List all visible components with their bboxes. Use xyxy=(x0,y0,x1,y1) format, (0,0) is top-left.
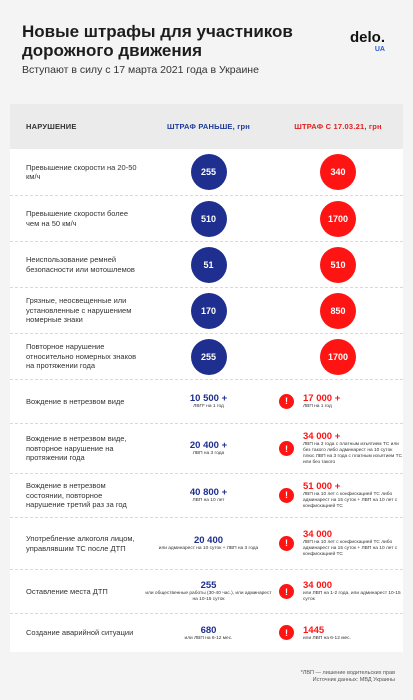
violation-label: Создание аварийной ситуации xyxy=(26,628,134,638)
fine-after-amount: 17 000 + xyxy=(303,393,341,405)
fine-after-note: ЛВП на 10 лет с конфискацией ТС либо адм… xyxy=(303,492,398,509)
fine-before-note: ЛВП на 3 года xyxy=(192,451,225,457)
fine-after-amount: 1445 xyxy=(303,624,325,636)
fine-after-note: или ЛВП на 6-12 мес. xyxy=(303,635,351,641)
table-header: НАРУШЕНИЕ ШТРАФ РАНЬШЕ, грн ШТРАФ С 17.0… xyxy=(10,104,403,149)
table-row: Вождение в нетрезвом виде, повторное нар… xyxy=(10,423,403,473)
fine-before-amount: 20 400 + xyxy=(189,440,228,452)
violation-label: Вождение в нетрезвом виде, повторное нар… xyxy=(26,434,127,463)
violation-label: Вождение в нетрезвом состоянии, повторно… xyxy=(26,481,127,510)
violation-label: Превышение скорости более чем на 50 км/ч xyxy=(26,209,128,228)
violation-label: Неиспользование ремней безопасности или … xyxy=(26,255,135,274)
table-row: Неиспользование ремней безопасности или … xyxy=(10,241,403,287)
logo-suffix: UA xyxy=(374,46,385,53)
table-row: Оставление места ДТП 255 или общественны… xyxy=(10,569,403,613)
warning-icon: ! xyxy=(279,393,294,409)
violation-label: Вождение в нетрезвом виде xyxy=(26,396,125,406)
fines-table: НАРУШЕНИЕ ШТРАФ РАНЬШЕ, грн ШТРАФ С 17.0… xyxy=(10,104,403,652)
header: Новые штрафы для участников дорожного дв… xyxy=(0,0,413,95)
table-body: Превышение скорости на 20-50 км/ч 255 34… xyxy=(10,149,403,652)
column-header-after: ШТРАФ С 17.03.21, грн xyxy=(294,122,382,131)
footnote-source: Источник данных: МВД Украины xyxy=(312,677,395,683)
warning-icon: ! xyxy=(279,441,294,456)
warning-icon: ! xyxy=(279,535,294,551)
footnote-abbreviation: *ЛВП — лишение водительских прав xyxy=(300,670,395,676)
fine-before-badge: 255 xyxy=(190,154,227,190)
page-title: Новые штрафы для участников дорожного дв… xyxy=(22,22,293,60)
table-row: Вождение в нетрезвом виде 10 500 + ЛВП* … xyxy=(10,379,403,423)
fine-after-amount: 34 000 + xyxy=(303,431,341,443)
table-row: Повторное нарушение относительно номерны… xyxy=(10,333,403,379)
page-subtitle: Вступают в силу с 17 марта 2021 года в У… xyxy=(22,64,259,76)
fine-before-badge: 170 xyxy=(190,292,227,329)
fine-after-note: ЛВП на 3 года с платным изъятием ТС или … xyxy=(303,442,403,465)
table-row: Превышение скорости более чем на 50 км/ч… xyxy=(10,195,403,241)
fine-after-badge: 1700 xyxy=(320,200,356,237)
warning-icon: ! xyxy=(279,584,294,599)
fine-after-note: или ЛВП на 1-2 года, или админарест 10-1… xyxy=(303,591,401,602)
fine-before-amount: 680 xyxy=(200,624,217,636)
fine-before-amount: 40 800 + xyxy=(189,487,228,499)
fine-before-note: ЛВП* на 1 год xyxy=(193,404,224,410)
fine-after-amount: 34 000 xyxy=(303,580,333,592)
violation-label: Оставление места ДТП xyxy=(26,586,108,596)
column-header-violation: НАРУШЕНИЕ xyxy=(26,122,77,131)
fine-before-badge: 51 xyxy=(190,246,227,283)
fine-before-badge: 510 xyxy=(190,200,227,237)
fine-after-badge: 510 xyxy=(320,246,356,283)
table-row: Вождение в нетрезвом состоянии, повторно… xyxy=(10,473,403,517)
table-row: Создание аварийной ситуации 680 или ЛВП … xyxy=(10,613,403,652)
violation-label: Повторное нарушение относительно номерны… xyxy=(26,342,137,371)
warning-icon: ! xyxy=(279,625,294,641)
fine-after-note: ЛВП на 10 лет с конфискацией ТС либо адм… xyxy=(303,540,398,557)
fine-before-note: или админарест на 10 суток + ЛВП на 3 го… xyxy=(158,546,259,552)
fine-after-note: ЛВП на 1 год xyxy=(303,404,332,410)
fine-after-amount: 34 000 xyxy=(303,529,333,541)
footer-notes: *ЛВП — лишение водительских прав Источни… xyxy=(301,670,395,684)
fine-after-amount: 51 000 + xyxy=(303,481,341,493)
fine-after-badge: 1700 xyxy=(320,338,356,375)
warning-icon: ! xyxy=(279,487,294,503)
fine-before-amount: 255 xyxy=(200,580,217,592)
table-row: Употребление алкоголя лицом, управлявшим… xyxy=(10,517,403,569)
brand-logo[interactable]: delo. UA xyxy=(350,30,385,53)
logo-text: delo. xyxy=(349,29,385,46)
fine-before-note: ЛВП на 10 лет xyxy=(192,498,225,504)
column-header-before: ШТРАФ РАНЬШЕ, грн xyxy=(166,122,251,131)
fine-after-badge: 340 xyxy=(320,154,356,190)
fine-before-note: или ЛВП на 6-12 мес. xyxy=(184,635,233,641)
fine-before-note: или общественные работы (30-40 час.), ил… xyxy=(145,591,272,602)
fine-after-badge: 850 xyxy=(320,292,356,329)
violation-label: Превышение скорости на 20-50 км/ч xyxy=(26,162,137,182)
table-row: Превышение скорости на 20-50 км/ч 255 34… xyxy=(10,149,403,195)
fine-before-amount: 10 500 + xyxy=(189,393,228,405)
violation-label: Употребление алкоголя лицом, управлявшим… xyxy=(26,534,135,553)
violation-label: Грязные, неосвещенные или установленные … xyxy=(26,296,132,325)
fine-before-amount: 20 400 xyxy=(193,535,224,547)
table-row: Грязные, неосвещенные или установленные … xyxy=(10,287,403,333)
fine-before-badge: 255 xyxy=(190,338,227,375)
